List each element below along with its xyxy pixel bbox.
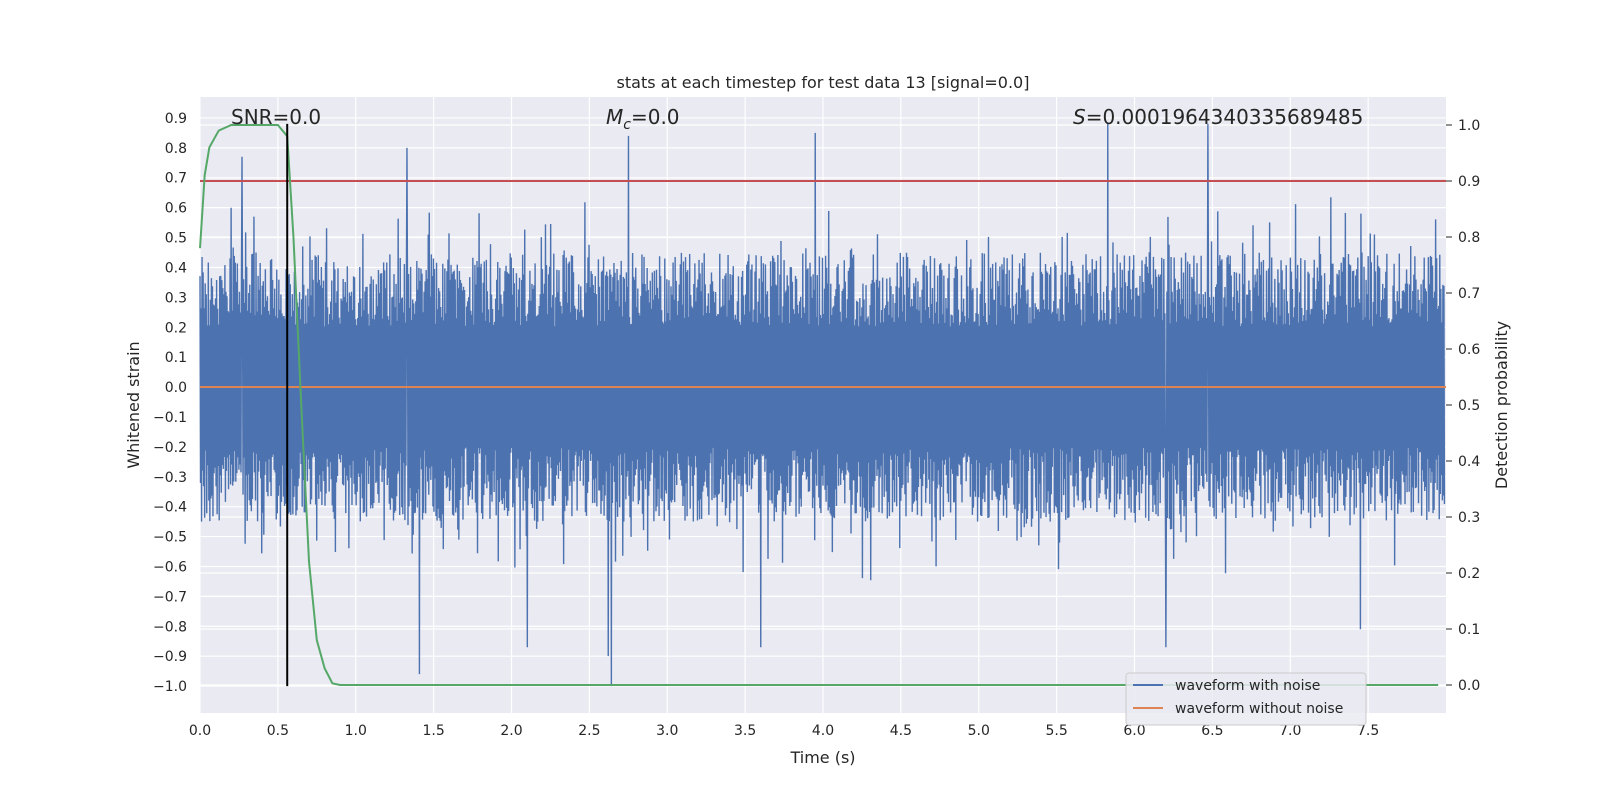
- y-tick-label-right: 0.4: [1458, 454, 1480, 470]
- y-tick-label-left: 0.6: [165, 201, 187, 217]
- x-tick-label: 2.0: [500, 723, 522, 739]
- legend-label-noise: waveform with noise: [1175, 678, 1320, 694]
- y-tick-label-left: 0.1: [165, 350, 187, 366]
- s-symbol: S: [1073, 105, 1086, 129]
- legend-box: [1125, 672, 1367, 726]
- y-tick-label-left: −0.9: [153, 649, 187, 665]
- x-axis-label: Time (s): [789, 748, 855, 767]
- x-tick-label: 3.0: [656, 723, 678, 739]
- x-tick-label: 5.0: [968, 723, 990, 739]
- y-tick-label-left: 0.3: [165, 290, 187, 306]
- x-tick-label: 2.5: [578, 723, 600, 739]
- legend: waveform with noise waveform without noi…: [1125, 672, 1367, 726]
- y-tick-label-left: −0.5: [153, 530, 187, 546]
- y-tick-label-right: 0.9: [1458, 174, 1480, 190]
- x-tick-label: 0.0: [189, 723, 211, 739]
- y-tick-label-left: 0.8: [165, 141, 187, 157]
- y-tick-label-left: 0.2: [165, 320, 187, 336]
- chirp-mass-value: =0.0: [631, 105, 680, 129]
- chirp-mass-symbol: M: [606, 105, 623, 129]
- legend-label-clean: waveform without noise: [1175, 701, 1343, 717]
- x-tick-label: 7.5: [1357, 723, 1379, 739]
- chart-title: stats at each timestep for test data 13 …: [617, 73, 1030, 92]
- y-tick-label-right: 0.8: [1458, 230, 1480, 246]
- data-layer: [199, 123, 1446, 687]
- y-tick-label-left: −0.6: [153, 559, 187, 575]
- y-tick-label-right: 0.7: [1458, 286, 1480, 302]
- y-tick-label-right: 0.3: [1458, 510, 1480, 526]
- y-tick-label-left: −0.1: [153, 410, 187, 426]
- x-tick-label: 3.5: [734, 723, 756, 739]
- y-tick-label-left: −0.8: [153, 619, 187, 635]
- y-tick-label-left: −0.2: [153, 440, 187, 456]
- x-tick-label: 7.0: [1279, 723, 1301, 739]
- y-tick-label-left: −0.7: [153, 589, 187, 605]
- x-tick-label: 1.5: [422, 723, 444, 739]
- axes: 0.0 0.5 1.0 1.5 2.0 2.5 3.0 3.5 4.0 4.5 5.0 5.5 6.0 6…: [153, 111, 1480, 739]
- x-tick-label: 0.5: [267, 723, 289, 739]
- y-tick-label-left: 0.0: [165, 380, 187, 396]
- x-tick-label: 6.5: [1201, 723, 1223, 739]
- y-tick-label-left: −0.3: [153, 470, 187, 486]
- chirp-mass-annotation: Mc=0.0: [606, 105, 680, 133]
- y-axis-label-left: Whitened strain: [124, 341, 143, 468]
- s-annotation: S=0.0001964340335689485: [1073, 105, 1363, 129]
- y-tick-label-left: 0.7: [165, 171, 187, 187]
- s-value: =0.0001964340335689485: [1086, 105, 1364, 129]
- chirp-mass-subscript: c: [623, 117, 631, 133]
- y-tick-label-right: 0.5: [1458, 398, 1480, 414]
- y-tick-label-right: 1.0: [1458, 118, 1480, 134]
- y-axis-label-right: Detection probability: [1492, 321, 1511, 489]
- x-tick-label: 4.0: [812, 723, 834, 739]
- y-tick-label-left: 0.4: [165, 260, 187, 276]
- x-tick-label: 4.5: [890, 723, 912, 739]
- y-tick-label-left: −0.4: [153, 500, 187, 516]
- x-tick-label: 6.0: [1123, 723, 1145, 739]
- series-detection-probability: [199, 124, 1439, 686]
- series-waveform-with-noise: [199, 123, 1446, 687]
- y-tick-label-left: 0.9: [165, 111, 187, 127]
- x-tick-label: 5.5: [1045, 723, 1067, 739]
- y-tick-label-right: 0.6: [1458, 342, 1480, 358]
- y-tick-label-right: 0.2: [1458, 566, 1480, 582]
- x-tick-label: 1.0: [345, 723, 367, 739]
- y-tick-label-left: 0.5: [165, 231, 187, 247]
- y-tick-label-left: −1.0: [153, 679, 187, 695]
- y-tick-label-right: 0.0: [1458, 678, 1480, 694]
- y-tick-label-right: 0.1: [1458, 622, 1480, 638]
- snr-annotation: SNR=0.0: [231, 105, 321, 129]
